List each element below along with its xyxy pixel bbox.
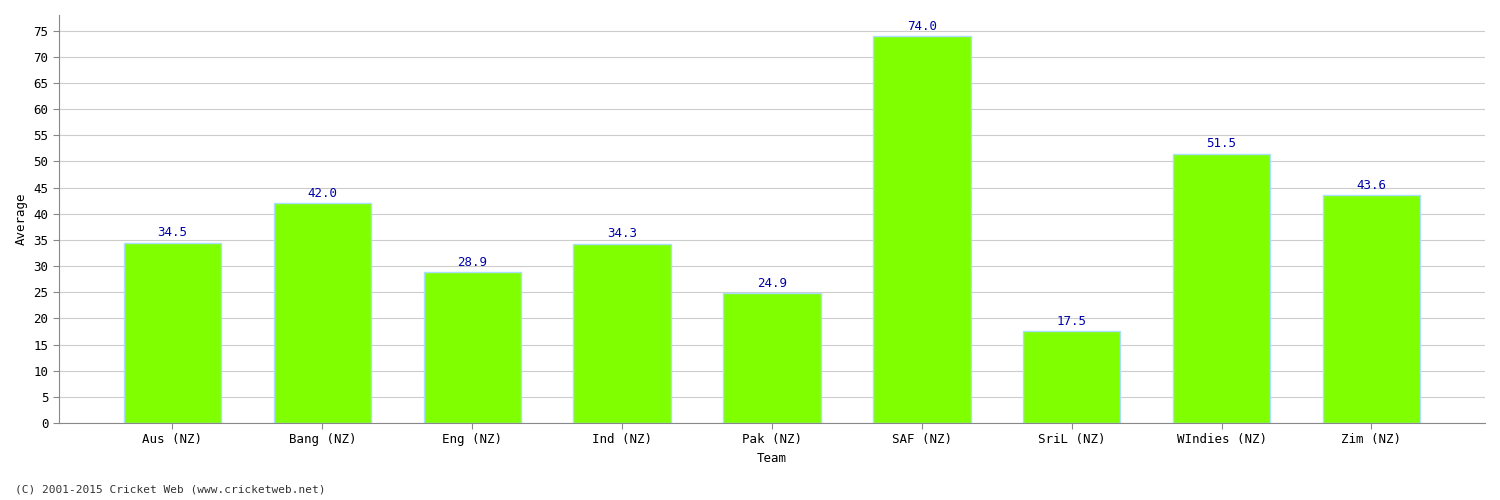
Text: 34.5: 34.5: [158, 226, 188, 239]
Bar: [124, 242, 220, 423]
Bar: [723, 293, 821, 423]
Text: 34.3: 34.3: [608, 228, 638, 240]
Text: 51.5: 51.5: [1206, 138, 1236, 150]
Bar: [1323, 195, 1420, 423]
Text: 42.0: 42.0: [308, 187, 338, 200]
Bar: [273, 204, 370, 423]
Bar: [423, 272, 520, 423]
Text: 24.9: 24.9: [758, 276, 788, 289]
Text: 17.5: 17.5: [1056, 316, 1086, 328]
Text: (C) 2001-2015 Cricket Web (www.cricketweb.net): (C) 2001-2015 Cricket Web (www.cricketwe…: [15, 485, 326, 495]
Text: 43.6: 43.6: [1356, 179, 1386, 192]
Bar: [573, 244, 670, 423]
Text: 74.0: 74.0: [908, 20, 938, 33]
X-axis label: Team: Team: [758, 452, 788, 465]
Text: 28.9: 28.9: [458, 256, 488, 268]
Bar: [1173, 154, 1270, 423]
Bar: [873, 36, 970, 423]
Y-axis label: Average: Average: [15, 193, 28, 246]
Bar: [1023, 332, 1120, 423]
